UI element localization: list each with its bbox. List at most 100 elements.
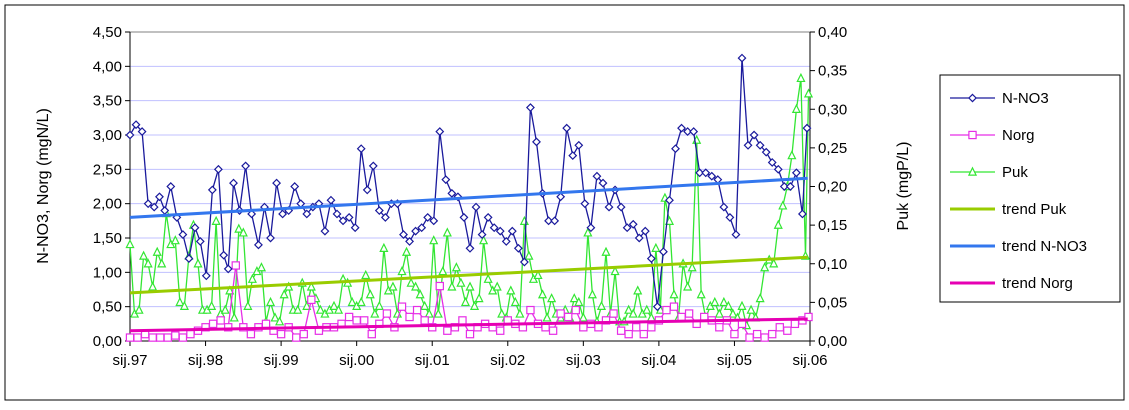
data-point [405,236,415,246]
data-point [755,140,765,150]
data-point [778,200,788,210]
data-point [374,300,384,310]
data-point [719,296,729,307]
y-left-tick-label: 0,00 [93,333,122,350]
x-tick-label: sij.06 [792,352,827,369]
data-point [270,312,280,322]
trend-line [129,176,808,219]
data-point [184,254,194,264]
data-point [125,238,135,249]
data-point [728,308,738,318]
data-point [658,247,668,257]
data-point [256,262,267,272]
data-point [469,300,480,310]
data-point [190,223,200,233]
data-point [458,316,467,325]
data-point [360,316,369,325]
data-point [610,266,620,276]
data-point [665,195,674,205]
data-point [379,242,389,252]
data-point [548,326,558,335]
data-point [550,216,560,226]
x-tick-label: sij.05 [717,352,752,369]
data-point [424,308,434,318]
legend: N-NO3 Norg Puk trend Puk trend N-NO3 trend No… [950,90,1087,292]
data-point [155,192,164,202]
data-point [745,333,754,342]
data-point [580,199,590,209]
data-point [201,271,211,281]
data-point [275,316,285,326]
data-point [166,182,176,191]
data-point [344,212,354,222]
data-point [179,300,189,310]
y-right-tick-label: 0,30 [818,101,847,118]
data-point [715,323,724,332]
data-point [564,312,573,322]
data-point [967,166,978,176]
data-point [510,296,520,307]
legend-label: Puk [1002,164,1028,181]
data-point [406,277,416,287]
data-point [651,242,661,252]
data-point [438,266,448,276]
data-point [506,285,516,295]
data-point [624,304,634,314]
data-point [428,323,437,332]
data-point [344,312,354,322]
data-point [524,250,534,260]
data-point [307,295,316,305]
legend-label: N-NO3 [1002,90,1049,107]
data-point [803,88,814,98]
data-point [683,127,693,137]
x-tick-label: sij.99 [264,352,299,369]
data-point [622,223,632,233]
data-point [587,289,597,299]
trend-line [129,317,808,333]
data-point [609,309,618,318]
data-point [489,223,499,233]
data-point [642,304,652,314]
data-point [315,304,325,314]
data-point [243,300,253,310]
data-point [497,308,507,318]
x-tick-label: sij.98 [188,352,223,369]
data-point [684,309,694,318]
data-point [578,312,588,322]
y-left-axis-title: N-NO3, Norg (mgN/L) [35,108,52,264]
data-point [689,127,699,137]
data-point [797,209,807,219]
data-point [423,212,433,222]
data-point [175,296,185,307]
y-right-axis-title: Puk (mgP/L) [895,142,912,231]
series-line [129,57,808,308]
data-point [586,223,596,233]
data-point [719,202,729,212]
data-point [213,164,223,174]
data-point [479,235,489,245]
data-point [148,333,157,342]
data-point [737,300,747,310]
data-point [178,230,188,240]
data-point [302,209,312,219]
data-point [292,333,301,342]
data-point [556,192,566,202]
data-point [773,164,783,174]
data-point [624,329,633,339]
data-point [397,302,407,311]
data-point [652,302,662,312]
data-point [231,261,240,270]
data-point [537,289,548,299]
data-point [417,223,427,233]
data-point [465,243,475,253]
data-point [367,329,376,339]
x-tick-label: sij.03 [566,352,601,369]
data-point [601,246,611,256]
y-right-tick-label: 0,20 [818,179,847,196]
data-point [229,178,238,188]
data-point [791,103,801,113]
data-point [131,120,141,130]
data-point [460,296,471,307]
